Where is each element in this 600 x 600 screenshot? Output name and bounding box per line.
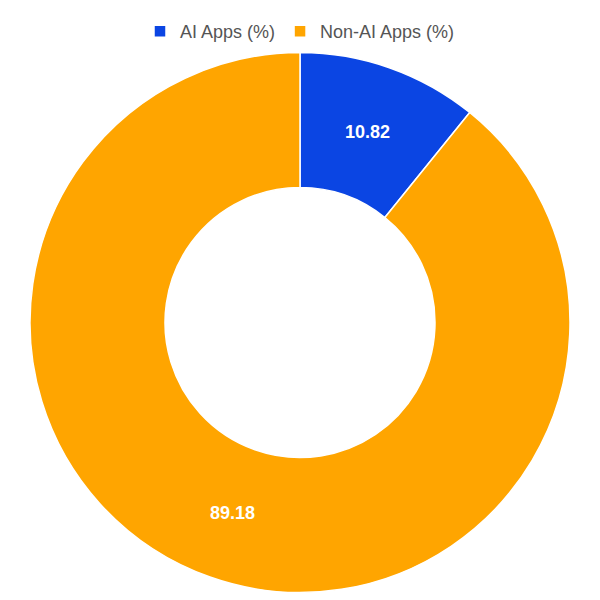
svg-text:10.82: 10.82 [345,122,390,142]
svg-text:89.18: 89.18 [210,503,255,523]
svg-text:Non-AI Apps (%): Non-AI Apps (%) [320,22,454,42]
svg-text:AI Apps (%): AI Apps (%) [180,22,275,42]
